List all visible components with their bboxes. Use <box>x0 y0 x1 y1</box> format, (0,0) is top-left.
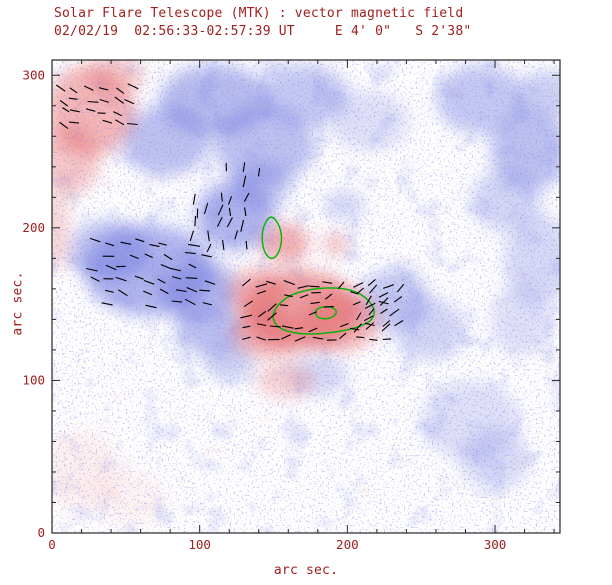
axes-frame <box>51 59 561 534</box>
axis-tick-labels: 0 100 200 300 0 100 200 300 <box>22 67 506 552</box>
x-tick-label: 200 <box>336 537 359 552</box>
magnetic-vector-ticks <box>55 83 405 342</box>
noise-speckle-positive <box>52 60 560 533</box>
y-tick-label: 200 <box>22 220 45 235</box>
x-tick-label: 300 <box>484 537 507 552</box>
x-axis-label: arc sec. <box>273 563 339 578</box>
y-tick-label: 100 <box>22 372 45 387</box>
plot-subtitle: 02/02/19 02:56:33-02:57:39 UT E 4' 0" S … <box>54 24 472 39</box>
x-tick-label: 100 <box>188 537 211 552</box>
x-tick-label: 0 <box>48 537 56 552</box>
y-tick-label: 300 <box>22 67 45 82</box>
plot-title: Solar Flare Telescope (MTK) : vector mag… <box>54 6 464 21</box>
y-tick-label: 0 <box>37 525 45 540</box>
